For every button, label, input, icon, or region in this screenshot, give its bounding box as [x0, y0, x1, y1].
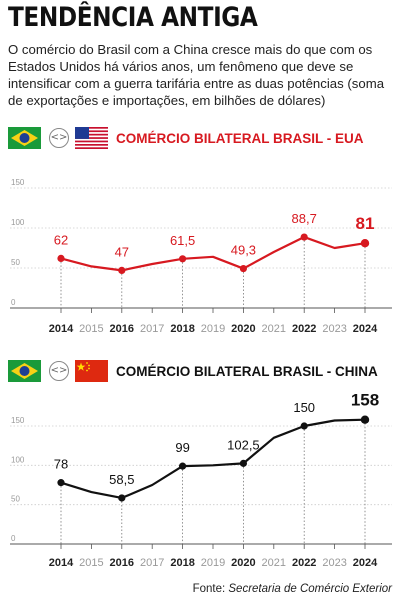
compare-arrows-icon: <> [49, 128, 69, 148]
data-point [300, 233, 308, 241]
x-tick-label: 2016 [110, 323, 134, 335]
x-tick-label: 2019 [201, 557, 225, 569]
y-tick-label: 150 [11, 416, 25, 425]
data-label: 150 [293, 400, 315, 415]
data-label: 58,5 [109, 472, 134, 487]
data-label: 88,7 [292, 211, 317, 226]
y-tick-label: 0 [11, 298, 16, 307]
x-tick-label: 2014 [49, 557, 74, 569]
x-tick-label: 2020 [231, 323, 255, 335]
x-tick-label: 2020 [231, 557, 255, 569]
data-point [118, 266, 126, 274]
x-tick-label: 2016 [110, 557, 134, 569]
x-tick-label: 2015 [79, 557, 103, 569]
source-note: Fonte: Secretaria de Comércio Exterior [193, 583, 392, 595]
brazil-flag-icon [8, 360, 41, 382]
x-tick-label: 2021 [262, 323, 286, 335]
data-label: 61,5 [170, 233, 195, 248]
y-tick-label: 50 [11, 258, 20, 267]
x-tick-label: 2024 [353, 323, 378, 335]
data-label: 47 [115, 244, 129, 259]
data-label: 49,3 [231, 243, 256, 258]
x-tick-label: 2022 [292, 557, 316, 569]
brazil-flag-icon [8, 127, 41, 149]
chart-title-usa: COMÉRCIO BILATERAL BRASIL - EUA [116, 131, 364, 146]
flag-row-china: <> [8, 360, 108, 382]
y-tick-label: 0 [11, 534, 16, 543]
series-line [60, 235, 366, 272]
data-point [57, 254, 65, 262]
data-point [179, 255, 187, 263]
chart-china: 0 50 100 150 78 58,5 99 102,5 150 158 2014 2015 2016… [10, 391, 392, 569]
data-label: 99 [175, 440, 189, 455]
data-point [118, 494, 126, 502]
data-point [360, 239, 370, 248]
x-tick-label: 2021 [262, 557, 286, 569]
y-tick-label: 100 [11, 455, 25, 464]
data-point [57, 479, 65, 487]
data-label: 62 [54, 232, 68, 247]
data-point [360, 415, 370, 424]
flag-row-usa: <> [8, 127, 108, 149]
data-label: 81 [356, 214, 375, 233]
page-title: TENDÊNCIA ANTIGA [8, 2, 258, 33]
x-tick-label: 2018 [170, 323, 194, 335]
source-prefix: Fonte: [192, 583, 226, 595]
data-point [179, 462, 187, 470]
compare-arrows-icon: <> [49, 361, 69, 381]
data-point [300, 422, 308, 430]
x-tick-label: 2018 [170, 557, 194, 569]
data-point [239, 264, 247, 273]
china-flag-icon [75, 360, 108, 382]
source-name: Secretaria de Comércio Exterior [228, 583, 392, 595]
chart-title-china: COMÉRCIO BILATERAL BRASIL - CHINA [116, 364, 378, 379]
x-tick-label: 2015 [79, 323, 103, 335]
x-tick-label: 2024 [353, 557, 378, 569]
data-label: 78 [54, 457, 68, 472]
chart-usa: 0 50 100 150 62 47 61,5 49,3 88,7 81 2014 2015 2016 2… [10, 178, 392, 335]
data-label: 158 [351, 391, 379, 410]
y-tick-label: 100 [11, 218, 25, 227]
data-point [239, 459, 247, 467]
x-tick-label: 2014 [49, 323, 74, 335]
x-tick-label: 2022 [292, 323, 316, 335]
x-tick-label: 2019 [201, 323, 225, 335]
x-tick-label: 2023 [322, 323, 346, 335]
series-line [60, 418, 366, 500]
x-tick-label: 2017 [140, 557, 164, 569]
data-label: 102,5 [227, 437, 260, 452]
x-tick-label: 2023 [322, 557, 346, 569]
x-tick-label: 2017 [140, 323, 164, 335]
usa-flag-icon [75, 127, 108, 149]
page-subtitle: O comércio do Brasil com a China cresce … [8, 42, 385, 108]
y-tick-label: 50 [11, 495, 20, 504]
y-tick-label: 150 [11, 178, 25, 187]
